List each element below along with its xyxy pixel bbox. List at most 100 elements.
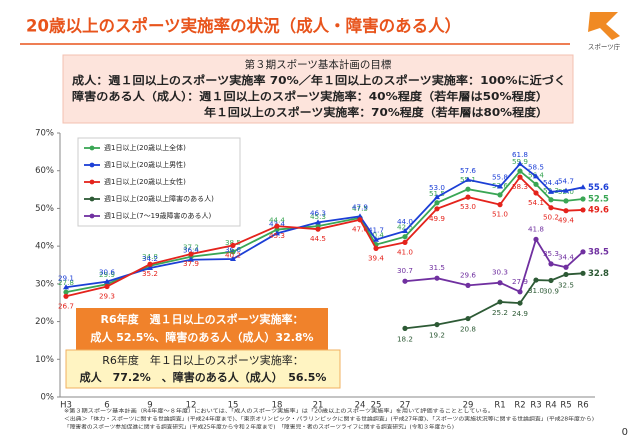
point — [533, 236, 539, 242]
point — [548, 261, 554, 267]
point — [188, 251, 194, 257]
data-label: 44.0 — [397, 217, 413, 226]
point — [402, 325, 408, 331]
data-label: 31.0 — [528, 286, 544, 295]
data-label: 18.2 — [397, 334, 413, 343]
x-tick-label: 12 — [186, 401, 197, 411]
y-tick-label: 20% — [35, 317, 54, 327]
y-tick-label: 0% — [41, 393, 55, 403]
x-tick-label: 27 — [400, 401, 411, 411]
point — [434, 275, 440, 281]
point — [357, 217, 363, 223]
point — [548, 205, 554, 211]
data-label: 29.3 — [99, 291, 115, 300]
plot: 0% 10% 20% 30% 40% 50% 60% 70% H3 6 9 12 15 18 21 24 25 2… — [35, 129, 609, 411]
legend-label: 週1日以上(7～19歳障害のある人) — [104, 211, 212, 220]
data-label: 36.4 — [183, 246, 199, 255]
y-tick-label: 50% — [35, 204, 54, 214]
callout-line: R6年度 年１日以上のスポーツ実施率： — [102, 353, 303, 367]
data-label: 42.5 — [397, 223, 413, 232]
point — [230, 242, 236, 248]
y-tick-label: 10% — [35, 355, 54, 365]
data-label: 32.8 — [588, 269, 609, 279]
goal-line: 成人：週１回以上のスポーツ実施率 70%／年１回以上のスポーツ実施率：100%に… — [72, 73, 566, 87]
x-tick-label: R5 — [560, 401, 571, 411]
data-label: 44.4 — [269, 216, 285, 225]
data-label: 26.7 — [58, 301, 74, 310]
data-label: 19.2 — [429, 331, 445, 340]
series-line — [65, 162, 584, 289]
legend-label: 週1日以上(20歳以上男性) — [104, 160, 186, 169]
data-label: 36.6 — [225, 245, 241, 254]
data-label: 53.0 — [460, 202, 476, 211]
x-tick-label: 29 — [463, 401, 474, 411]
data-label: 30.3 — [492, 268, 508, 277]
point — [104, 283, 110, 290]
point — [548, 277, 554, 284]
point — [533, 277, 539, 283]
point — [497, 192, 503, 198]
point — [230, 255, 236, 261]
data-label: 25.2 — [492, 308, 508, 317]
point — [274, 230, 280, 236]
data-label: 30.7 — [397, 266, 413, 275]
x-tick-label: 9 — [147, 401, 152, 411]
legend-marker — [89, 162, 95, 168]
point — [357, 213, 363, 219]
point — [188, 256, 194, 262]
data-label: 39.4 — [368, 253, 384, 262]
point — [434, 321, 440, 328]
data-label: 50.2 — [543, 213, 559, 222]
x-tick-label: R3 — [530, 401, 541, 411]
point — [517, 174, 523, 180]
data-label: 47.5 — [352, 204, 368, 213]
point — [563, 208, 569, 214]
data-label: 35.3 — [543, 249, 559, 258]
x-tick-label: R2 — [514, 401, 525, 411]
data-label: 47.9 — [352, 202, 368, 211]
data-label: 54.4 — [543, 178, 559, 187]
point — [580, 196, 586, 202]
point — [465, 176, 471, 182]
point — [563, 187, 569, 193]
point — [402, 239, 408, 245]
point — [533, 190, 539, 196]
legend-marker — [89, 196, 95, 202]
legend-marker — [89, 179, 95, 185]
data-label: 38.5 — [588, 247, 609, 257]
point — [517, 289, 523, 295]
data-label: 49.6 — [588, 205, 609, 215]
footnote: ＜出典＞「体力・スポーツに関する世論調査」(平成24年度まで)、「東京オリンピッ… — [64, 415, 594, 423]
callout-line: R6年度 週１日以上のスポーツ実施率： — [101, 312, 304, 326]
point — [533, 181, 539, 187]
x-tick-label: R1 — [494, 401, 505, 411]
data-label: 34.4 — [558, 252, 574, 261]
point — [497, 202, 503, 208]
data-label: 27.9 — [512, 277, 528, 286]
data-label: 41.7 — [368, 226, 384, 235]
point — [230, 249, 236, 255]
data-label: 41.8 — [528, 224, 544, 233]
data-label: 44.5 — [310, 234, 326, 243]
data-label: 46.3 — [310, 208, 326, 217]
data-label: 58.3 — [512, 182, 528, 191]
point — [580, 207, 586, 213]
point — [517, 160, 523, 166]
point — [434, 206, 440, 212]
data-label: 58.5 — [528, 162, 544, 171]
data-label: 29.9 — [99, 270, 115, 279]
point — [147, 261, 153, 267]
point — [104, 278, 110, 284]
data-label: 37.2 — [183, 243, 199, 252]
data-label: 30.6 — [99, 268, 115, 277]
y-tick-label: 60% — [35, 166, 54, 176]
point — [497, 299, 503, 305]
data-label: 55.6 — [588, 183, 609, 193]
legend-box — [77, 137, 241, 227]
data-label: 38.5 — [225, 238, 241, 247]
legend-label: 週1日以上(20歳以上障害のある人) — [104, 194, 214, 203]
data-label: 45.3 — [269, 231, 285, 240]
data-label: 55.8 — [492, 173, 508, 182]
data-label: 40.4 — [368, 231, 384, 240]
